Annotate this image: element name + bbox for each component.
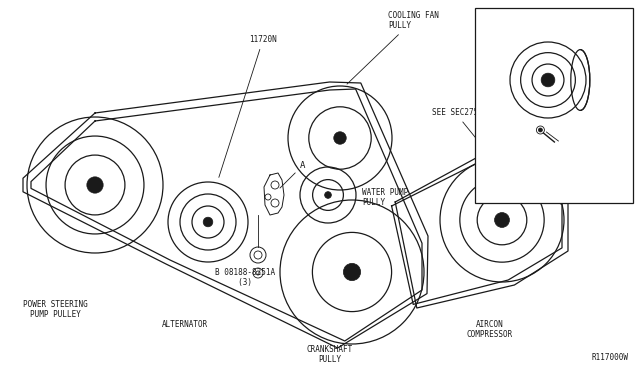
Text: AIRCON
COMPRESSOR: AIRCON COMPRESSOR <box>467 320 513 339</box>
Text: CRANKSHAFT
PULLY: CRANKSHAFT PULLY <box>307 345 353 365</box>
Text: 11955: 11955 <box>505 18 528 27</box>
Text: WATER PUMP
PULLY: WATER PUMP PULLY <box>362 188 408 208</box>
Circle shape <box>541 73 555 87</box>
Text: COOLING FAN
PULLY: COOLING FAN PULLY <box>347 10 439 84</box>
Text: A: A <box>478 22 483 31</box>
Circle shape <box>344 263 361 280</box>
Text: A: A <box>280 161 305 188</box>
Circle shape <box>87 177 103 193</box>
Text: SEE SEC275: SEE SEC275 <box>432 108 490 156</box>
Circle shape <box>495 212 509 227</box>
Bar <box>475 8 633 203</box>
Text: R117000W: R117000W <box>591 353 628 362</box>
Text: ALTERNATOR: ALTERNATOR <box>162 320 208 329</box>
Circle shape <box>538 128 543 132</box>
Circle shape <box>204 217 212 227</box>
Circle shape <box>324 192 332 198</box>
Text: 11720N: 11720N <box>219 35 277 177</box>
Circle shape <box>334 132 346 144</box>
Text: POWER STEERING
PUMP PULLEY: POWER STEERING PUMP PULLEY <box>22 300 88 320</box>
Text: B 091B7-0701A
      (1): B 091B7-0701A (1) <box>479 165 539 185</box>
Text: B 08188-8251A
     (3): B 08188-8251A (3) <box>215 268 275 288</box>
